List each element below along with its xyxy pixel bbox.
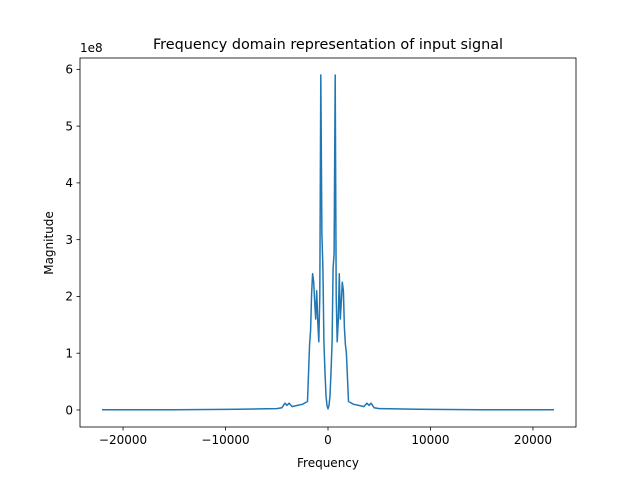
y-tick-label: 6 [65,63,73,77]
y-tick-label: 0 [65,403,73,417]
y-tick-label: 1 [65,347,73,361]
plot-area [101,74,555,411]
x-axis-label: Frequency [297,456,359,470]
y-tick-label: 4 [65,176,73,190]
y-tick-label: 3 [65,233,73,247]
y-tick-label: 2 [65,290,73,304]
x-axis: −20000 −10000 0 10000 20000 [99,427,552,447]
y-axis-label: Magnitude [42,211,56,275]
chart-title: Frequency domain representation of input… [153,37,503,53]
y-axis: 0 1 2 3 4 5 6 [65,63,80,417]
y-offset-label: 1e8 [80,41,103,55]
series-line-0 [101,74,555,411]
x-tick-label: 0 [324,433,332,447]
x-tick-label: −20000 [99,433,147,447]
y-tick-label: 5 [65,119,73,133]
x-tick-label: 10000 [411,433,449,447]
axes-frame [79,57,577,428]
x-tick-label: 20000 [514,433,552,447]
x-tick-label: −10000 [201,433,249,447]
